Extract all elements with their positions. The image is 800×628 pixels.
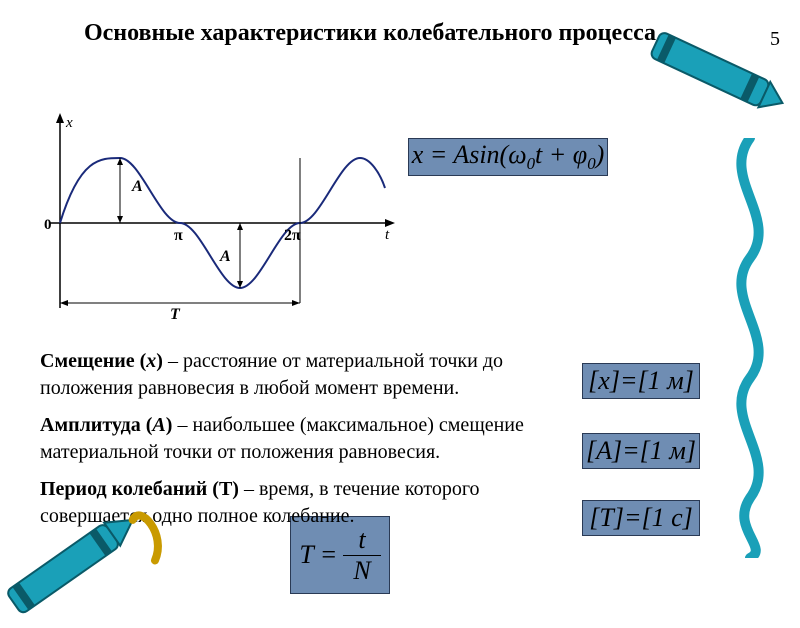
crayon-bottom-left-icon xyxy=(0,488,170,628)
unit-x-eq: = xyxy=(620,366,638,396)
tick-pi: π xyxy=(174,227,183,244)
unit-a-lhs: [A] xyxy=(586,436,622,466)
equation-unit-t: [T] = [1 с] xyxy=(582,500,700,536)
page-title: Основные характеристики колебательного п… xyxy=(60,18,680,48)
tn-lhs: T = xyxy=(299,540,337,570)
origin-label: 0 xyxy=(44,217,52,233)
amp-label-upper: A xyxy=(131,178,143,195)
y-axis-label: x xyxy=(65,115,73,131)
unit-t-eq: = xyxy=(624,503,642,533)
sine-chart: x t 0 π 2π A A T xyxy=(40,113,400,323)
unit-a-rhs: [1 м] xyxy=(640,436,696,466)
period-label: T xyxy=(170,306,181,323)
crayon-top-right-icon xyxy=(620,18,790,118)
def-amplitude: Амплитуда (A) – наибольшее (максимальное… xyxy=(40,412,580,466)
def-displacement: Смещение (x) – расстояние от материально… xyxy=(40,348,580,402)
equation-unit-a: [A] = [1 м] xyxy=(582,433,700,469)
unit-a-eq: = xyxy=(622,436,640,466)
unit-x-lhs: [x] xyxy=(588,366,620,396)
equation-main: x = Asin(ω0t + φ0) xyxy=(408,138,608,176)
tick-2pi: 2π xyxy=(284,227,301,244)
sine-chart-svg: x t 0 π 2π A A T xyxy=(40,113,400,323)
squiggle-right-icon xyxy=(710,138,790,558)
x-axis-label: t xyxy=(385,227,390,243)
amp-label-lower: A xyxy=(219,248,231,265)
unit-t-lhs: [T] xyxy=(589,503,624,533)
unit-x-rhs: [1 м] xyxy=(638,366,694,396)
equation-unit-x: [x] = [1 м] xyxy=(582,363,700,399)
equation-main-text: x = Asin(ω0t + φ0) xyxy=(412,140,605,174)
tn-den: N xyxy=(343,556,380,586)
unit-t-rhs: [1 с] xyxy=(641,503,692,533)
